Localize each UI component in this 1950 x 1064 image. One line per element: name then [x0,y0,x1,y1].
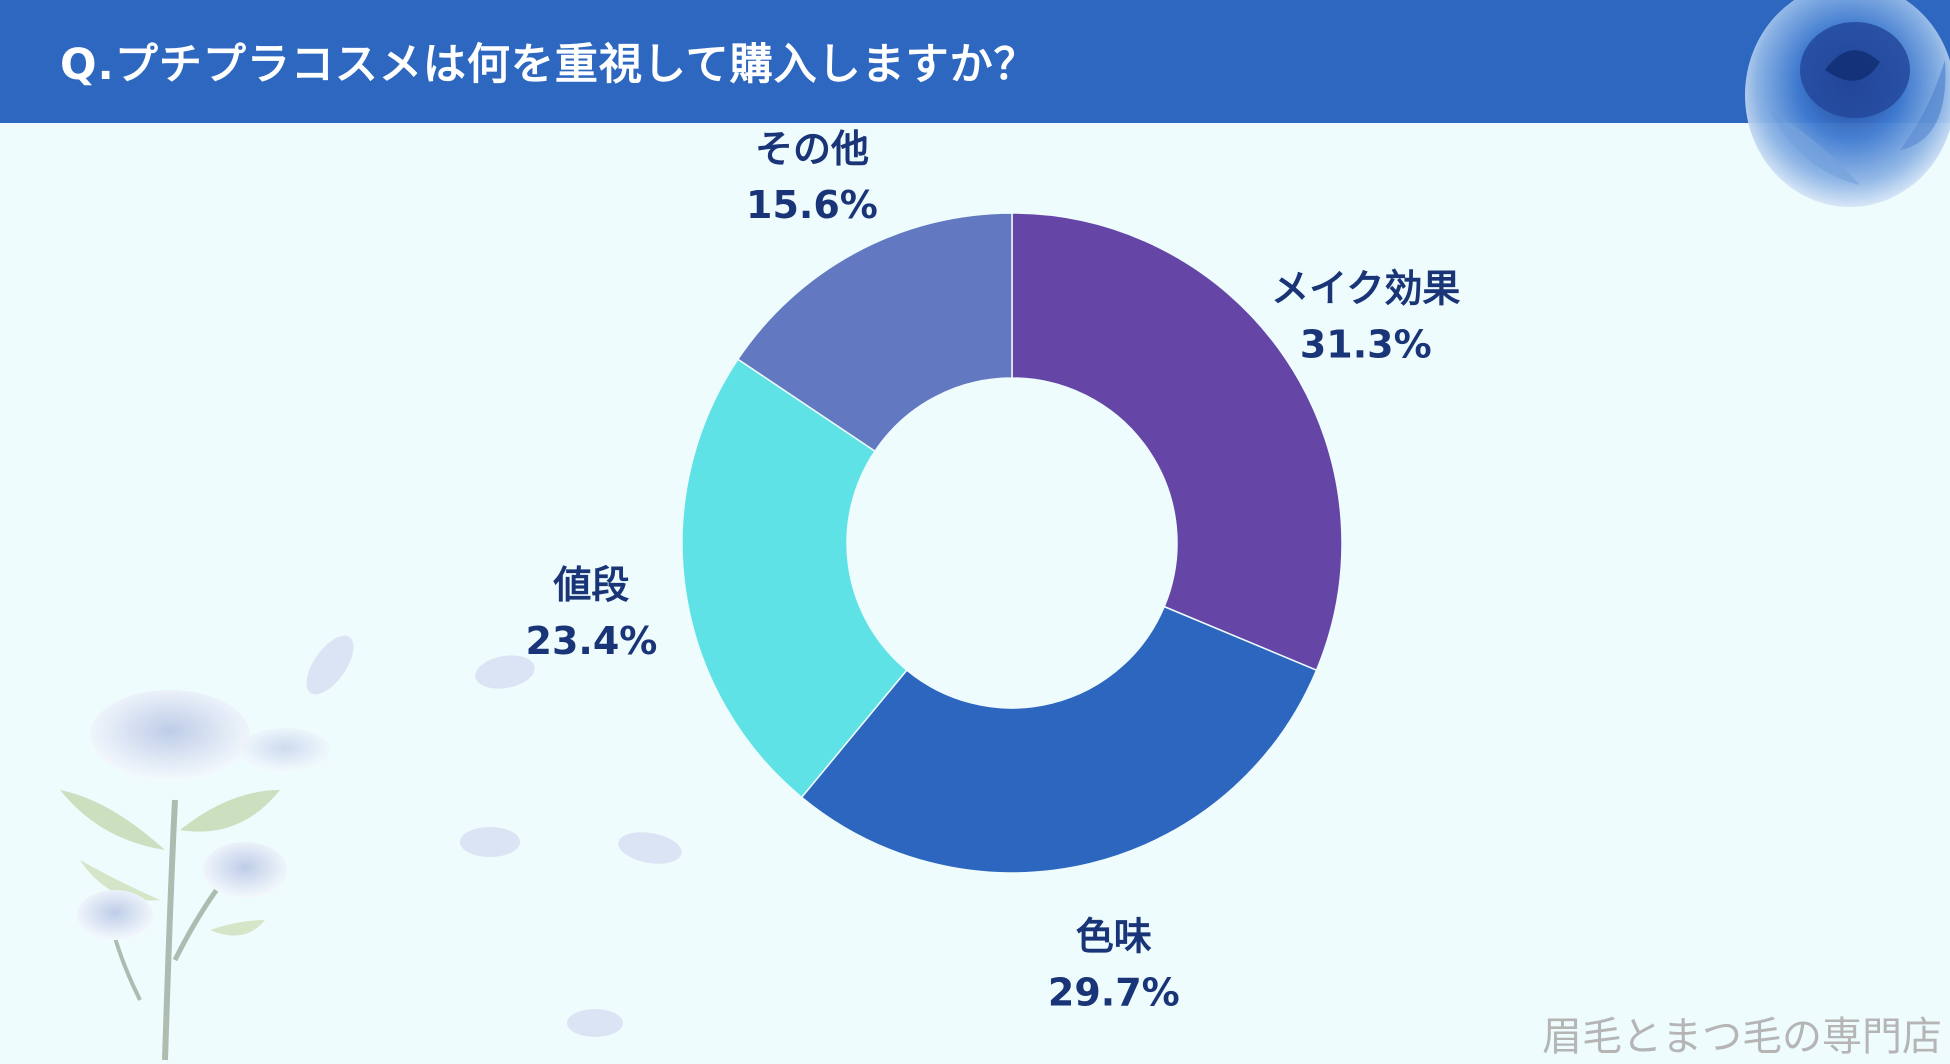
slice-label-value: 31.3% [1300,322,1432,366]
slice-label-value: 29.7% [1048,971,1180,1015]
slice-label-value: 15.6% [746,183,878,227]
donut-slice-0 [1011,212,1343,672]
slice-label-name: メイク効果 [1271,266,1460,310]
donut-slice-1 [800,605,1318,874]
slice-label-name: 値段 [552,563,629,607]
slice-label-name: 色味 [1076,915,1152,959]
donut-slice-2 [681,358,908,799]
page-title: Q.プチプラコスメは何を重視して購入しますか？ [60,40,1038,90]
brand-footer: 眉毛とまつ毛の専門店 [1542,1014,1942,1060]
slice-label-value: 23.4% [526,619,658,663]
header-bar: Q.プチプラコスメは何を重視して購入しますか？ [0,0,1950,123]
slice-label-name: その他 [755,127,869,171]
donut-slice-3 [736,212,1013,453]
